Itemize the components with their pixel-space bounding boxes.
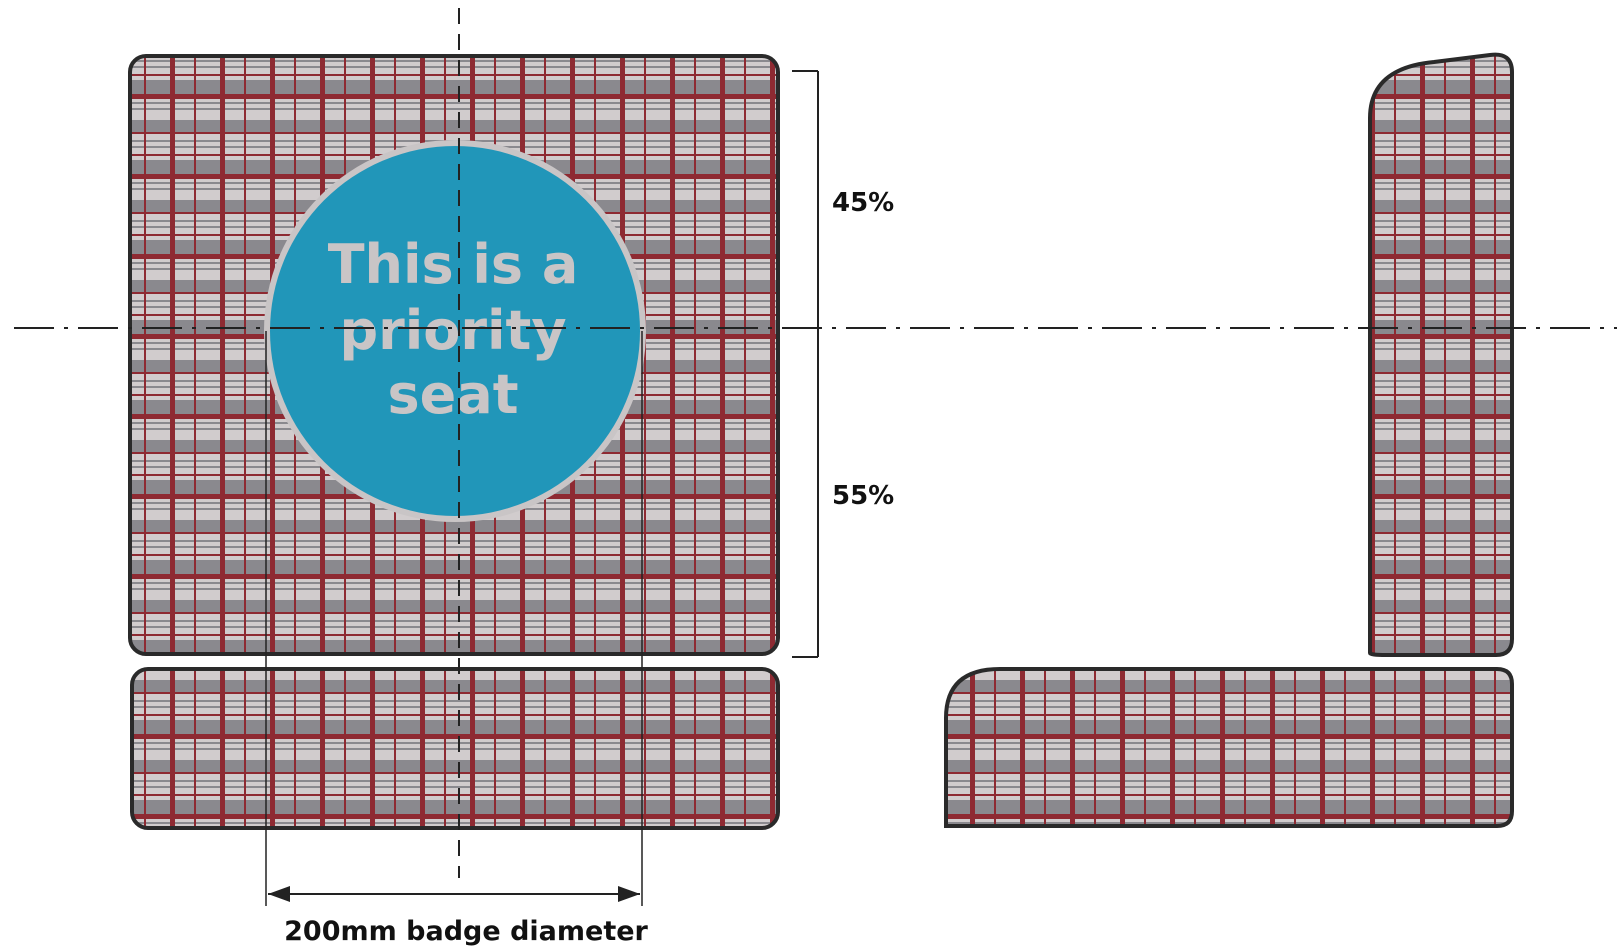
priority-seat-badge: This is a priority seat	[264, 140, 646, 522]
badge-diameter-label: 200mm badge diameter	[284, 916, 648, 947]
badge-disc	[270, 146, 640, 516]
lower-percent-label: 55%	[832, 481, 894, 511]
height-split-bracket	[792, 70, 819, 658]
badge-text-line-2: priority	[339, 299, 566, 362]
seat-cushion-front	[130, 667, 780, 830]
upper-percent-label: 45%	[832, 188, 894, 218]
seat-back-side	[1368, 52, 1514, 657]
badge-diameter-dimension	[268, 886, 640, 902]
seat-cushion-side	[944, 667, 1514, 828]
badge-text-line-3: seat	[387, 363, 518, 426]
badge-text-line-1: This is a	[328, 233, 579, 296]
